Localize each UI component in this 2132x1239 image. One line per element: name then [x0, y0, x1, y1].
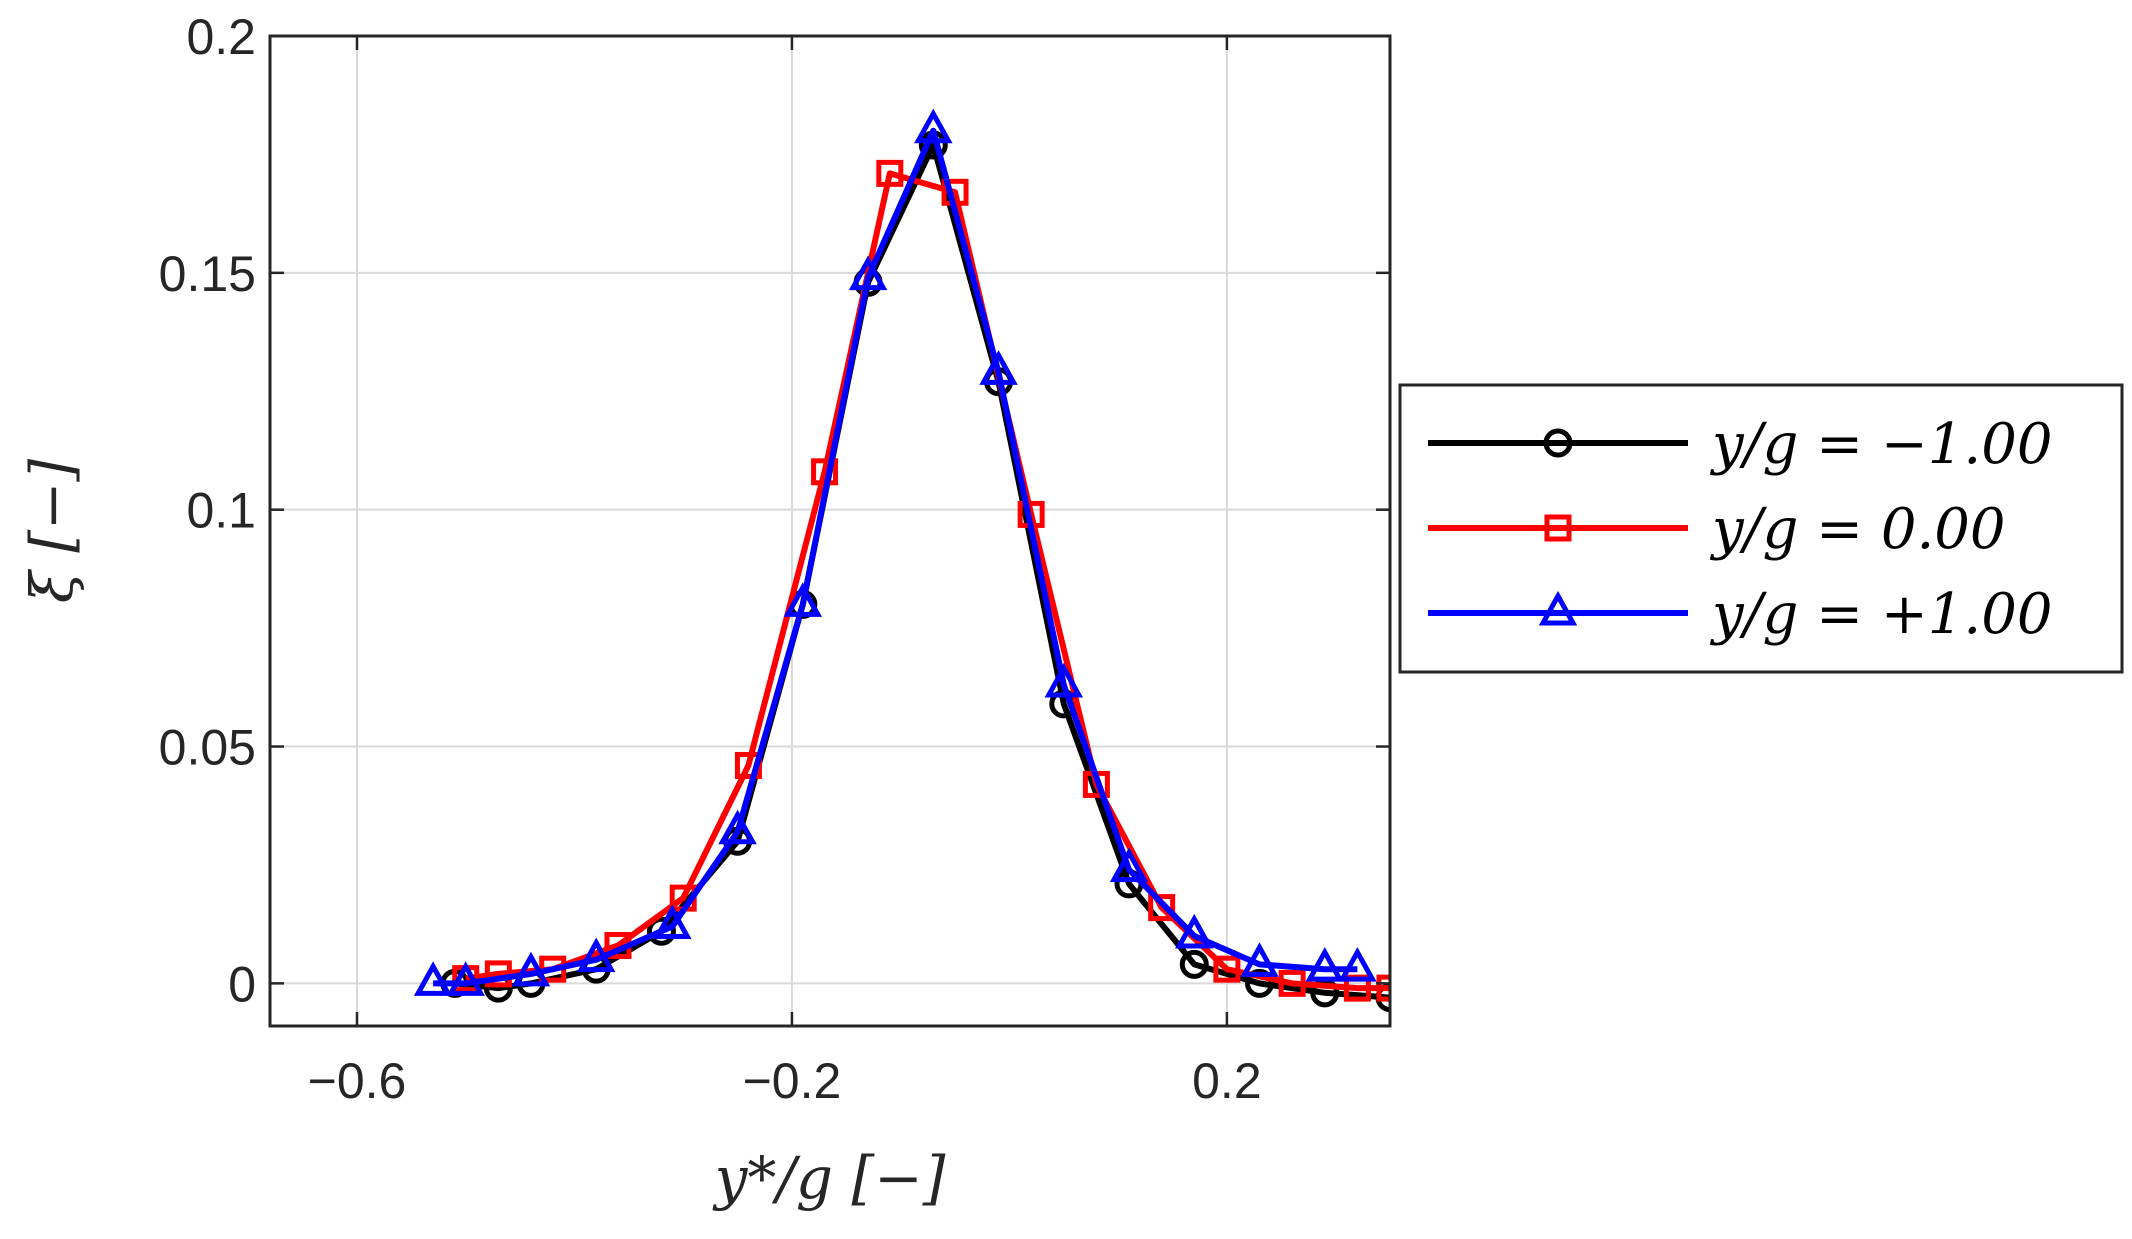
data-point	[1376, 974, 1390, 1002]
data-point	[1240, 942, 1279, 977]
data-point	[1109, 847, 1149, 883]
x-tick-label: 0.2	[1192, 1053, 1262, 1109]
y-tick-label: 0.05	[159, 720, 256, 776]
legend-marker	[1544, 514, 1572, 542]
data-point	[876, 159, 904, 187]
data-point	[914, 108, 953, 144]
legend-label: y/g = +1.00	[1709, 582, 2052, 647]
data-point	[646, 916, 676, 946]
data-point	[1305, 947, 1345, 982]
data-point	[1175, 913, 1214, 949]
legend-marker	[1543, 428, 1573, 458]
data-point	[1245, 968, 1275, 998]
data-point	[446, 961, 485, 996]
data-point	[1338, 947, 1377, 982]
y-tick-label: 0.1	[186, 483, 256, 539]
data-point	[1278, 969, 1306, 997]
series-line	[433, 127, 1358, 987]
series-3	[413, 108, 1377, 996]
data-point	[1148, 894, 1176, 922]
data-point	[848, 255, 888, 291]
plot-background	[270, 36, 1390, 1026]
data-point	[484, 960, 512, 988]
data-point	[511, 951, 551, 987]
y-tick-label: 0.2	[186, 9, 256, 65]
y-axis-label: ξ [−]	[18, 459, 86, 604]
legend: y/g = −1.00 y/g = 0.00 y/g = +1.00	[1398, 383, 2124, 674]
y-tick-label: 0.15	[159, 246, 256, 302]
legend-label: y/g = 0.00	[1709, 497, 2006, 562]
data-point	[1213, 955, 1241, 983]
data-point	[1179, 949, 1209, 979]
legend-entry: y/g = 0.00	[1428, 497, 2006, 562]
series-layer	[413, 108, 1390, 1013]
plot-area: −0.6 −0.2 0.2 0 0.05 0.1 0.15 0.2	[159, 9, 1392, 1109]
x-tick-label: −0.6	[308, 1053, 407, 1109]
data-point	[718, 809, 757, 845]
data-point	[413, 961, 453, 996]
data-point	[979, 350, 1018, 385]
ticks: −0.6 −0.2 0.2 0 0.05 0.1 0.15 0.2	[159, 9, 1390, 1109]
data-point	[783, 582, 823, 617]
data-point	[1044, 662, 1084, 698]
legend-marker	[1538, 590, 1578, 626]
y-tick-label: 0	[228, 956, 256, 1012]
legend-entry: y/g = +1.00	[1428, 582, 2052, 647]
legend-label: y/g = −1.00	[1709, 412, 2052, 477]
data-point	[576, 937, 616, 973]
plot-frame	[268, 34, 1392, 1028]
x-axis-label: y*/g [−]	[712, 1144, 946, 1212]
x-tick-label: −0.2	[743, 1053, 842, 1109]
data-point	[653, 904, 692, 940]
legend-entry: y/g = −1.00	[1428, 412, 2052, 477]
